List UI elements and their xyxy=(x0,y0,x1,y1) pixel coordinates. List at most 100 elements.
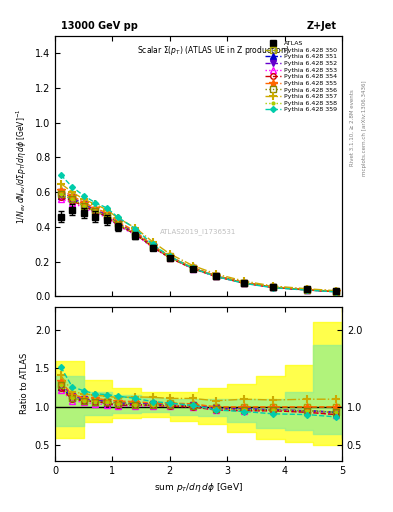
Line: Pythia 6.428 356: Pythia 6.428 356 xyxy=(58,191,339,294)
Pythia 6.428 356 xyxy=(133,230,138,237)
Line: Pythia 6.428 350: Pythia 6.428 350 xyxy=(58,189,339,294)
Pythia 6.428 356 xyxy=(116,221,121,227)
Pythia 6.428 350 xyxy=(167,253,172,260)
Pythia 6.428 352 xyxy=(93,206,97,212)
Text: Scalar $\Sigma(p_T)$ (ATLAS UE in Z production): Scalar $\Sigma(p_T)$ (ATLAS UE in Z prod… xyxy=(137,44,289,57)
Pythia 6.428 354 xyxy=(242,280,247,286)
Pythia 6.428 358 xyxy=(150,244,155,250)
Pythia 6.428 351 xyxy=(190,265,195,271)
Pythia 6.428 359 xyxy=(133,226,138,232)
Pythia 6.428 356 xyxy=(334,288,338,294)
Text: ATLAS2019_I1736531: ATLAS2019_I1736531 xyxy=(160,228,237,234)
Legend: ATLAS, Pythia 6.428 350, Pythia 6.428 351, Pythia 6.428 352, Pythia 6.428 353, P: ATLAS, Pythia 6.428 350, Pythia 6.428 35… xyxy=(263,39,339,114)
Pythia 6.428 352 xyxy=(59,189,63,195)
Pythia 6.428 358 xyxy=(104,212,109,219)
Pythia 6.428 352 xyxy=(81,201,86,207)
Pythia 6.428 356 xyxy=(167,254,172,261)
Pythia 6.428 356 xyxy=(305,287,310,293)
Text: Z+Jet: Z+Jet xyxy=(306,20,336,31)
Pythia 6.428 354 xyxy=(167,255,172,261)
Pythia 6.428 358 xyxy=(213,273,218,279)
Pythia 6.428 354 xyxy=(213,273,218,280)
Pythia 6.428 358 xyxy=(167,254,172,261)
Pythia 6.428 352 xyxy=(305,287,310,293)
Pythia 6.428 357 xyxy=(334,288,338,294)
Pythia 6.428 357 xyxy=(190,263,195,269)
Pythia 6.428 353 xyxy=(334,289,338,295)
Text: 13000 GeV pp: 13000 GeV pp xyxy=(61,20,138,31)
Line: Pythia 6.428 353: Pythia 6.428 353 xyxy=(58,197,339,294)
Pythia 6.428 351 xyxy=(93,208,97,215)
Pythia 6.428 351 xyxy=(334,288,338,294)
Pythia 6.428 351 xyxy=(133,231,138,237)
Pythia 6.428 350 xyxy=(150,243,155,249)
Pythia 6.428 355 xyxy=(59,187,63,194)
Pythia 6.428 351 xyxy=(167,254,172,261)
Pythia 6.428 350 xyxy=(59,189,63,195)
Pythia 6.428 354 xyxy=(271,284,275,290)
Pythia 6.428 356 xyxy=(59,191,63,197)
Pythia 6.428 353 xyxy=(242,280,247,286)
Pythia 6.428 355 xyxy=(93,205,97,211)
Pythia 6.428 350 xyxy=(213,272,218,279)
Pythia 6.428 350 xyxy=(190,265,195,271)
Pythia 6.428 353 xyxy=(93,210,97,216)
Pythia 6.428 353 xyxy=(116,223,121,229)
Pythia 6.428 358 xyxy=(93,208,97,215)
Pythia 6.428 359 xyxy=(59,172,63,178)
Pythia 6.428 352 xyxy=(334,288,338,294)
Pythia 6.428 358 xyxy=(271,284,275,290)
Pythia 6.428 355 xyxy=(167,253,172,260)
Line: Pythia 6.428 355: Pythia 6.428 355 xyxy=(57,186,340,295)
Pythia 6.428 359 xyxy=(104,205,109,211)
Line: Pythia 6.428 352: Pythia 6.428 352 xyxy=(58,189,339,294)
Pythia 6.428 352 xyxy=(70,195,75,201)
Pythia 6.428 357 xyxy=(150,239,155,245)
Pythia 6.428 358 xyxy=(59,191,63,197)
Pythia 6.428 354 xyxy=(93,208,97,215)
Pythia 6.428 358 xyxy=(334,288,338,294)
Pythia 6.428 355 xyxy=(190,264,195,270)
Pythia 6.428 353 xyxy=(104,215,109,221)
Pythia 6.428 353 xyxy=(167,255,172,261)
Pythia 6.428 355 xyxy=(334,288,338,294)
Pythia 6.428 354 xyxy=(70,198,75,204)
Pythia 6.428 353 xyxy=(190,266,195,272)
Pythia 6.428 358 xyxy=(133,230,138,237)
Pythia 6.428 356 xyxy=(70,196,75,202)
Pythia 6.428 358 xyxy=(116,221,121,227)
Line: Pythia 6.428 359: Pythia 6.428 359 xyxy=(59,173,338,294)
Pythia 6.428 357 xyxy=(167,251,172,257)
Text: Rivet 3.1.10, ≥ 2.8M events: Rivet 3.1.10, ≥ 2.8M events xyxy=(350,90,355,166)
Pythia 6.428 351 xyxy=(305,287,310,293)
Pythia 6.428 352 xyxy=(190,265,195,271)
Y-axis label: $1/N_{ev}\,dN_{ev}/d\Sigma p_T/d\eta\,d\phi\;[\mathrm{GeV}]^{-1}$: $1/N_{ev}\,dN_{ev}/d\Sigma p_T/d\eta\,d\… xyxy=(15,109,29,224)
Text: mcplots.cern.ch [arXiv:1306.3436]: mcplots.cern.ch [arXiv:1306.3436] xyxy=(362,80,367,176)
Pythia 6.428 354 xyxy=(133,231,138,237)
Pythia 6.428 353 xyxy=(59,196,63,202)
Pythia 6.428 355 xyxy=(133,228,138,234)
X-axis label: sum $p_T/d\eta\,d\phi$ [GeV]: sum $p_T/d\eta\,d\phi$ [GeV] xyxy=(154,481,243,494)
Pythia 6.428 355 xyxy=(70,193,75,199)
Pythia 6.428 355 xyxy=(271,284,275,290)
Pythia 6.428 355 xyxy=(305,286,310,292)
Pythia 6.428 356 xyxy=(242,280,247,286)
Pythia 6.428 355 xyxy=(116,219,121,225)
Pythia 6.428 356 xyxy=(104,212,109,219)
Pythia 6.428 350 xyxy=(116,220,121,226)
Pythia 6.428 355 xyxy=(104,210,109,216)
Pythia 6.428 353 xyxy=(70,200,75,206)
Pythia 6.428 350 xyxy=(242,280,247,286)
Pythia 6.428 350 xyxy=(104,212,109,218)
Line: Pythia 6.428 357: Pythia 6.428 357 xyxy=(57,179,340,295)
Pythia 6.428 356 xyxy=(150,244,155,250)
Pythia 6.428 359 xyxy=(271,285,275,291)
Pythia 6.428 352 xyxy=(104,212,109,218)
Pythia 6.428 355 xyxy=(242,280,247,286)
Pythia 6.428 354 xyxy=(150,244,155,250)
Pythia 6.428 352 xyxy=(271,284,275,290)
Pythia 6.428 359 xyxy=(334,289,338,295)
Pythia 6.428 356 xyxy=(271,284,275,290)
Pythia 6.428 359 xyxy=(93,200,97,206)
Pythia 6.428 357 xyxy=(81,196,86,202)
